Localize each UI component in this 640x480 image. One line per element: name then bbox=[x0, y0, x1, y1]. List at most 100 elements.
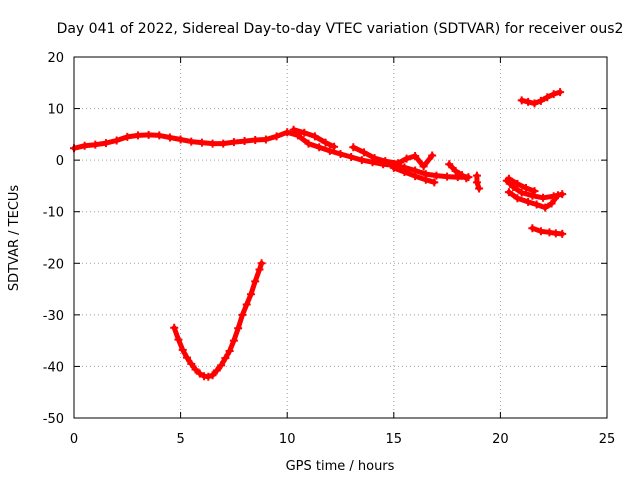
data-point bbox=[458, 171, 467, 180]
x-tick-label: 10 bbox=[279, 432, 296, 447]
data-point bbox=[432, 171, 441, 180]
data-point bbox=[347, 153, 356, 162]
data-point bbox=[558, 229, 567, 238]
data-point bbox=[123, 132, 132, 141]
y-tick-label: 10 bbox=[47, 103, 64, 118]
data-point bbox=[208, 371, 217, 380]
data-point bbox=[330, 142, 339, 151]
data-point bbox=[532, 200, 541, 209]
data-point bbox=[261, 135, 270, 144]
tick-layer: 0 5 10 15 20 25 -50 -40 -30 -20 -10 0 10 20 bbox=[43, 51, 616, 447]
data-point bbox=[443, 172, 452, 181]
data-point bbox=[221, 354, 230, 363]
data-point bbox=[229, 336, 238, 345]
data-point bbox=[549, 90, 558, 99]
series-line bbox=[71, 129, 471, 180]
x-tick-label: 5 bbox=[176, 432, 184, 447]
data-point bbox=[517, 188, 526, 197]
data-point bbox=[289, 125, 298, 134]
data-point bbox=[208, 139, 217, 148]
data-point bbox=[80, 141, 89, 150]
y-tick-label: -30 bbox=[43, 309, 64, 324]
data-point bbox=[359, 148, 368, 157]
data-point bbox=[257, 259, 266, 268]
series-evening-cluster-upper bbox=[504, 174, 539, 196]
chart-title: Day 041 of 2022, Sidereal Day-to-day VTE… bbox=[57, 21, 624, 37]
data-point bbox=[421, 175, 430, 184]
data-point bbox=[462, 174, 471, 183]
series-evening-cluster bbox=[502, 176, 567, 202]
data-point bbox=[411, 152, 420, 161]
series-layer bbox=[70, 88, 567, 381]
data-point bbox=[472, 178, 481, 187]
data-point bbox=[321, 138, 330, 147]
series-low-segment bbox=[528, 224, 567, 238]
data-point bbox=[325, 146, 334, 155]
data-point bbox=[556, 88, 565, 97]
data-point bbox=[336, 149, 345, 158]
data-point bbox=[547, 199, 556, 208]
data-point bbox=[524, 197, 533, 206]
data-point bbox=[402, 154, 411, 163]
data-point bbox=[310, 132, 319, 141]
data-point bbox=[195, 369, 204, 378]
data-point bbox=[212, 366, 221, 375]
data-point bbox=[430, 178, 439, 187]
series-line bbox=[446, 161, 469, 181]
data-point bbox=[300, 128, 309, 137]
y-tick-label: -50 bbox=[43, 412, 64, 427]
data-point bbox=[513, 194, 522, 203]
data-point bbox=[170, 323, 179, 332]
series-line bbox=[350, 144, 435, 169]
data-point bbox=[370, 154, 379, 163]
series-late-band-upper bbox=[349, 143, 437, 171]
data-point bbox=[187, 137, 196, 146]
plot-frame bbox=[73, 56, 608, 419]
data-point bbox=[517, 96, 526, 105]
data-point bbox=[528, 224, 537, 233]
data-point bbox=[411, 172, 420, 181]
series-small-segment-b bbox=[472, 171, 484, 193]
data-point bbox=[182, 353, 191, 362]
data-point bbox=[524, 97, 533, 106]
data-point bbox=[197, 138, 206, 147]
data-point bbox=[283, 128, 292, 137]
data-point bbox=[536, 96, 545, 105]
data-point bbox=[238, 310, 247, 319]
data-point bbox=[165, 133, 174, 142]
data-point bbox=[176, 135, 185, 144]
data-point bbox=[272, 132, 281, 141]
data-point bbox=[541, 203, 550, 212]
x-tick-label: 15 bbox=[386, 432, 403, 447]
x-tick-label: 25 bbox=[599, 432, 616, 447]
data-point bbox=[445, 160, 454, 169]
data-point bbox=[240, 137, 249, 146]
data-point bbox=[187, 359, 196, 368]
data-point bbox=[225, 346, 234, 355]
data-point bbox=[509, 182, 518, 191]
data-point bbox=[217, 361, 226, 370]
series-evening-cluster-lower bbox=[504, 188, 562, 212]
data-point bbox=[101, 139, 110, 148]
y-tick-label: -10 bbox=[43, 206, 64, 221]
x-axis-label: GPS time / hours bbox=[286, 459, 395, 474]
data-point bbox=[381, 157, 390, 166]
data-point bbox=[451, 166, 460, 175]
data-point bbox=[530, 99, 539, 108]
data-point bbox=[521, 183, 530, 192]
data-point bbox=[400, 168, 409, 177]
data-point bbox=[504, 188, 513, 197]
data-point bbox=[528, 191, 537, 200]
data-point bbox=[242, 300, 251, 309]
y-axis-label: SDTVAR / TECUs bbox=[7, 185, 22, 292]
x-tick-label: 20 bbox=[492, 432, 509, 447]
data-point bbox=[155, 131, 164, 140]
data-point bbox=[178, 345, 187, 354]
data-point bbox=[304, 139, 313, 148]
data-point bbox=[419, 162, 428, 171]
data-point bbox=[255, 265, 264, 274]
data-point bbox=[349, 143, 358, 152]
data-point bbox=[389, 163, 398, 172]
grid-layer bbox=[74, 57, 607, 418]
data-point bbox=[234, 324, 243, 333]
